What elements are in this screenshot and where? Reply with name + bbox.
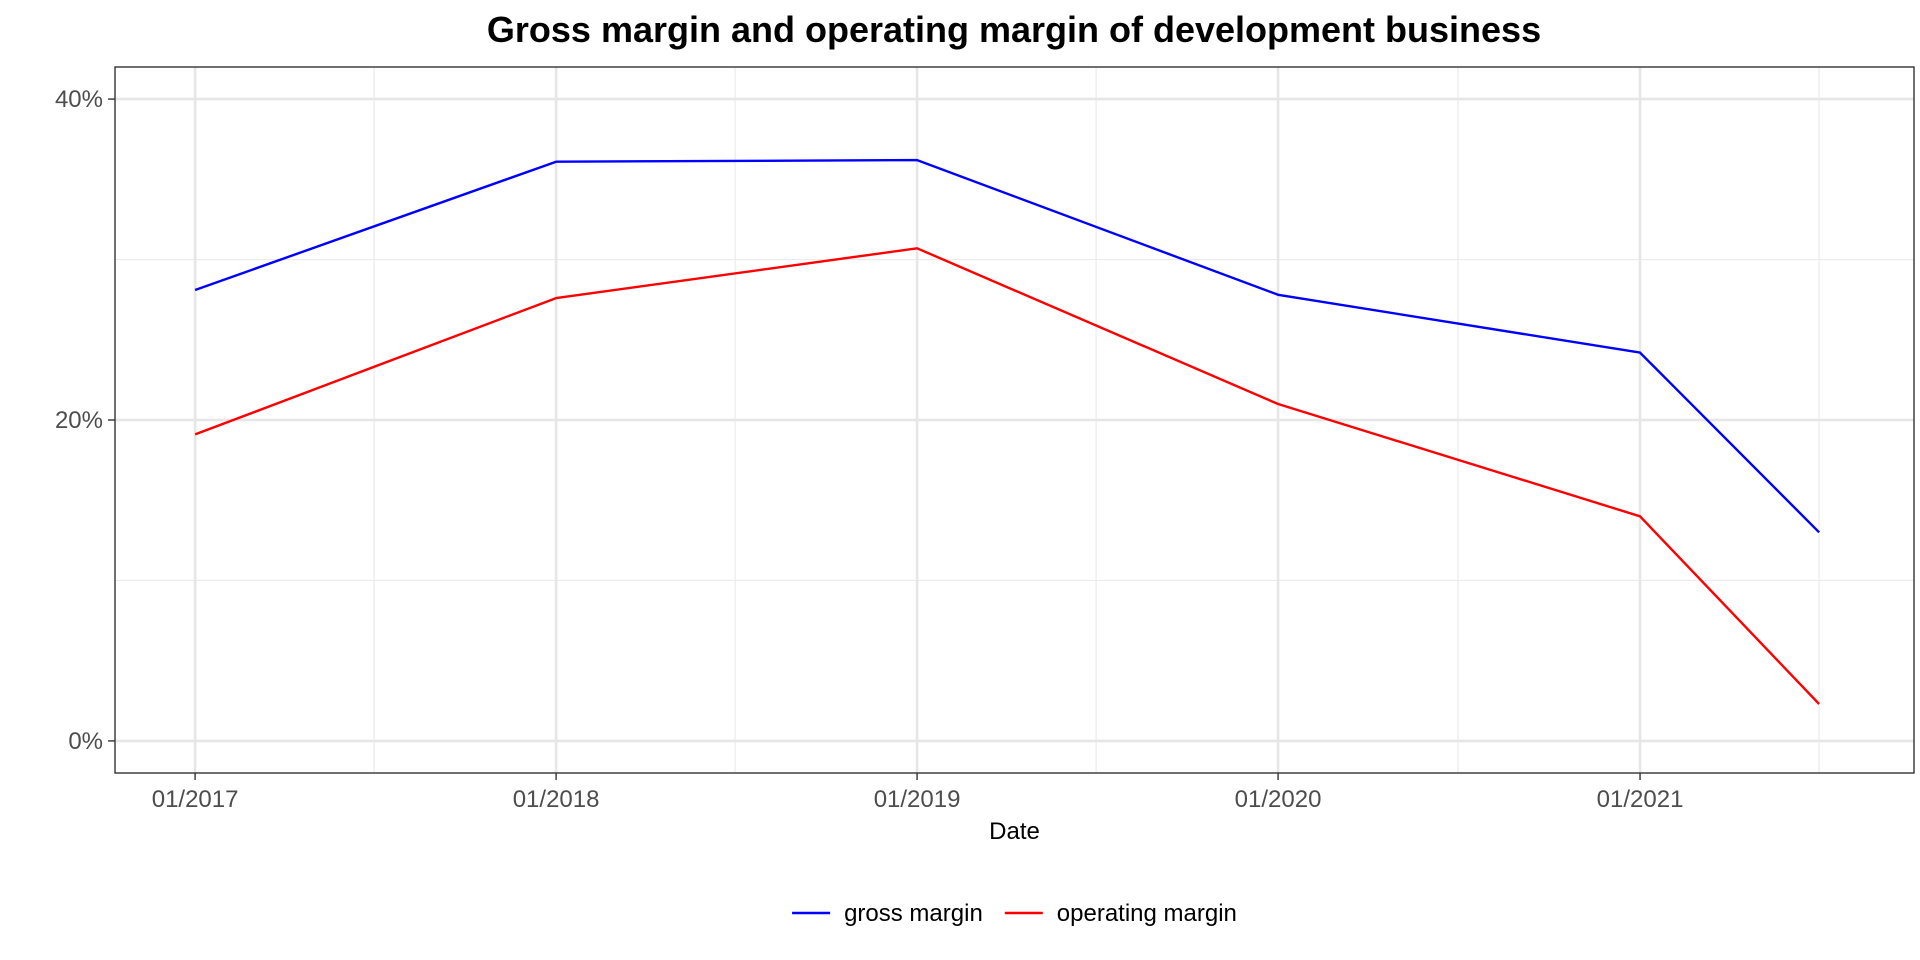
grid — [115, 67, 1914, 773]
x-tick-label: 01/2017 — [152, 786, 239, 813]
y-tick-label: 40% — [55, 86, 103, 113]
x-tick-label: 01/2021 — [1597, 786, 1684, 813]
x-tick-label: 01/2018 — [513, 786, 600, 813]
x-tick-label: 01/2020 — [1235, 786, 1322, 813]
x-axis-title: Date — [989, 818, 1040, 845]
axes: 0% 20% 40% 01/2017 01/2018 01/2019 01/2020 01/2… — [55, 86, 1683, 813]
series-line-2 — [194, 247, 1820, 705]
series-line-1 — [194, 158, 1820, 534]
legend-label-1: gross margin — [844, 900, 983, 927]
y-tick-label: 0% — [68, 728, 103, 755]
chart-title: Gross margin and operating margin of dev… — [487, 9, 1541, 50]
y-tick-label: 20% — [55, 407, 103, 434]
legend: gross margin operating margin — [792, 900, 1237, 927]
legend-label-2: operating margin — [1057, 900, 1237, 927]
series-lines — [194, 158, 1820, 705]
x-tick-label: 01/2019 — [874, 786, 961, 813]
